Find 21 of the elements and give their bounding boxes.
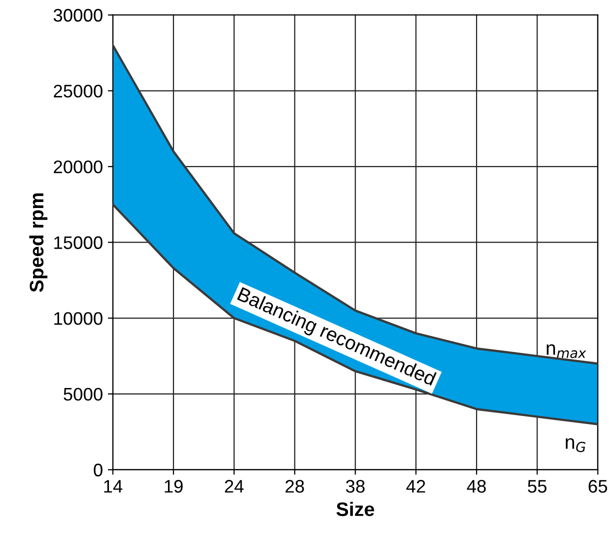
x-tick-label: 19 [164,480,183,493]
x-tick-label: 48 [466,480,486,493]
x-tick-label: 65 [588,480,608,493]
x-tick-label: 14 [104,480,122,493]
y-tick-label: 0 [94,464,102,476]
y-tick-label: 15000 [54,236,102,250]
x-tick-label: 55 [528,480,546,493]
x-tick-label: 28 [286,480,304,493]
y-tick-label: 5000 [64,388,102,401]
x-tick-label: 24 [224,480,244,493]
y-tick-label: 10000 [54,312,102,325]
y-tick-label: 30000 [54,8,102,22]
x-tick-label: 42 [406,480,426,493]
x-tick-label: 38 [346,480,365,493]
x-axis-title: Size [336,502,374,516]
line-series [112,203,598,426]
series-label: n$_{max}$ [546,344,586,358]
y-tick-label: 25000 [54,84,102,98]
y-tick-label: 20000 [54,160,102,174]
series-label: n$_{G}$ [566,438,586,452]
y-axis-title: Speed rpm [29,193,48,292]
